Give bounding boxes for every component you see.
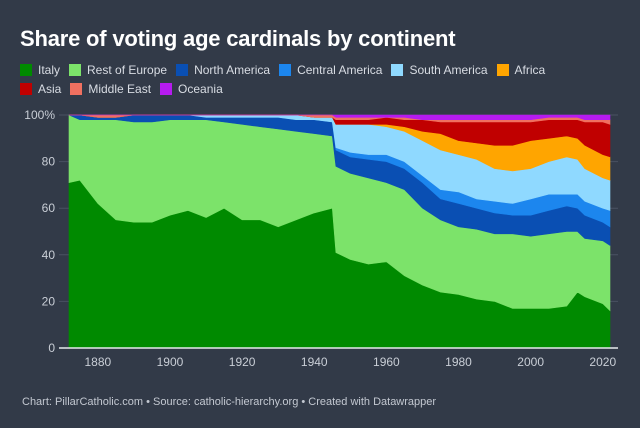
chart-footer: Chart: PillarCatholic.com • Source: cath… [22,396,437,408]
x-tick-label: 1940 [301,355,328,369]
legend-swatch [391,63,404,76]
legend-label: Oceania [178,81,223,96]
legend-item-south-america: South America [391,62,488,77]
legend-item-italy: Italy [20,63,60,77]
legend-label: Asia [38,81,62,96]
legend-swatch [279,63,292,76]
x-tick-label: 1900 [157,355,184,369]
legend-label: Italy [38,62,61,77]
x-tick-label: 1920 [229,355,256,369]
y-tick-label: 60 [42,201,56,215]
chart-title: Share of voting age cardinals by contine… [20,26,456,51]
y-tick-label: 40 [42,248,56,262]
legend-item-central-america: Central America [279,63,382,77]
x-tick-label: 1960 [373,355,400,369]
legend-swatch [70,82,83,95]
y-tick-label: 100% [24,108,55,122]
area-oceania [69,114,611,120]
legend-item-asia: Asia [20,82,61,96]
legend-swatch [20,63,32,76]
legend-item-north-america: North America [176,63,270,77]
legend-swatch [160,82,173,95]
y-tick-label: 0 [48,341,55,355]
legend-item-middle-east: Middle East [70,82,151,96]
area-series [68,114,611,349]
legend-row-1: Italy Rest of Europe North America Centr… [20,60,620,79]
legend-row-2: Asia Middle East Oceania [20,79,620,98]
legend-label: Middle East [88,81,152,96]
legend-swatch [496,63,509,76]
legend-item-oceania: Oceania [160,82,223,96]
x-tick-label: 1880 [85,355,112,369]
legend-item-africa: Africa [496,62,546,77]
x-tick-label: 1980 [445,355,472,369]
legend-label: Central America [297,62,383,77]
legend-swatch [20,82,32,95]
legend-label: North America [194,62,271,77]
legend-swatch [176,63,189,76]
x-tick-label: 2020 [589,355,616,369]
y-tick-label: 20 [42,294,56,308]
x-tick-label: 2000 [517,355,544,369]
x-axis-ticks: 1880 1900 1920 1940 1960 1980 2000 2020 [85,355,617,369]
legend: Italy Rest of Europe North America Centr… [20,60,620,98]
y-axis-ticks: 0 20 40 60 80 100% [24,108,55,355]
legend-item-rest-of-europe: Rest of Europe [69,63,167,77]
legend-label: Africa [514,62,546,77]
legend-swatch [69,63,82,76]
y-tick-label: 80 [42,155,56,169]
legend-label: South America [409,62,488,77]
legend-label: Rest of Europe [87,62,168,77]
